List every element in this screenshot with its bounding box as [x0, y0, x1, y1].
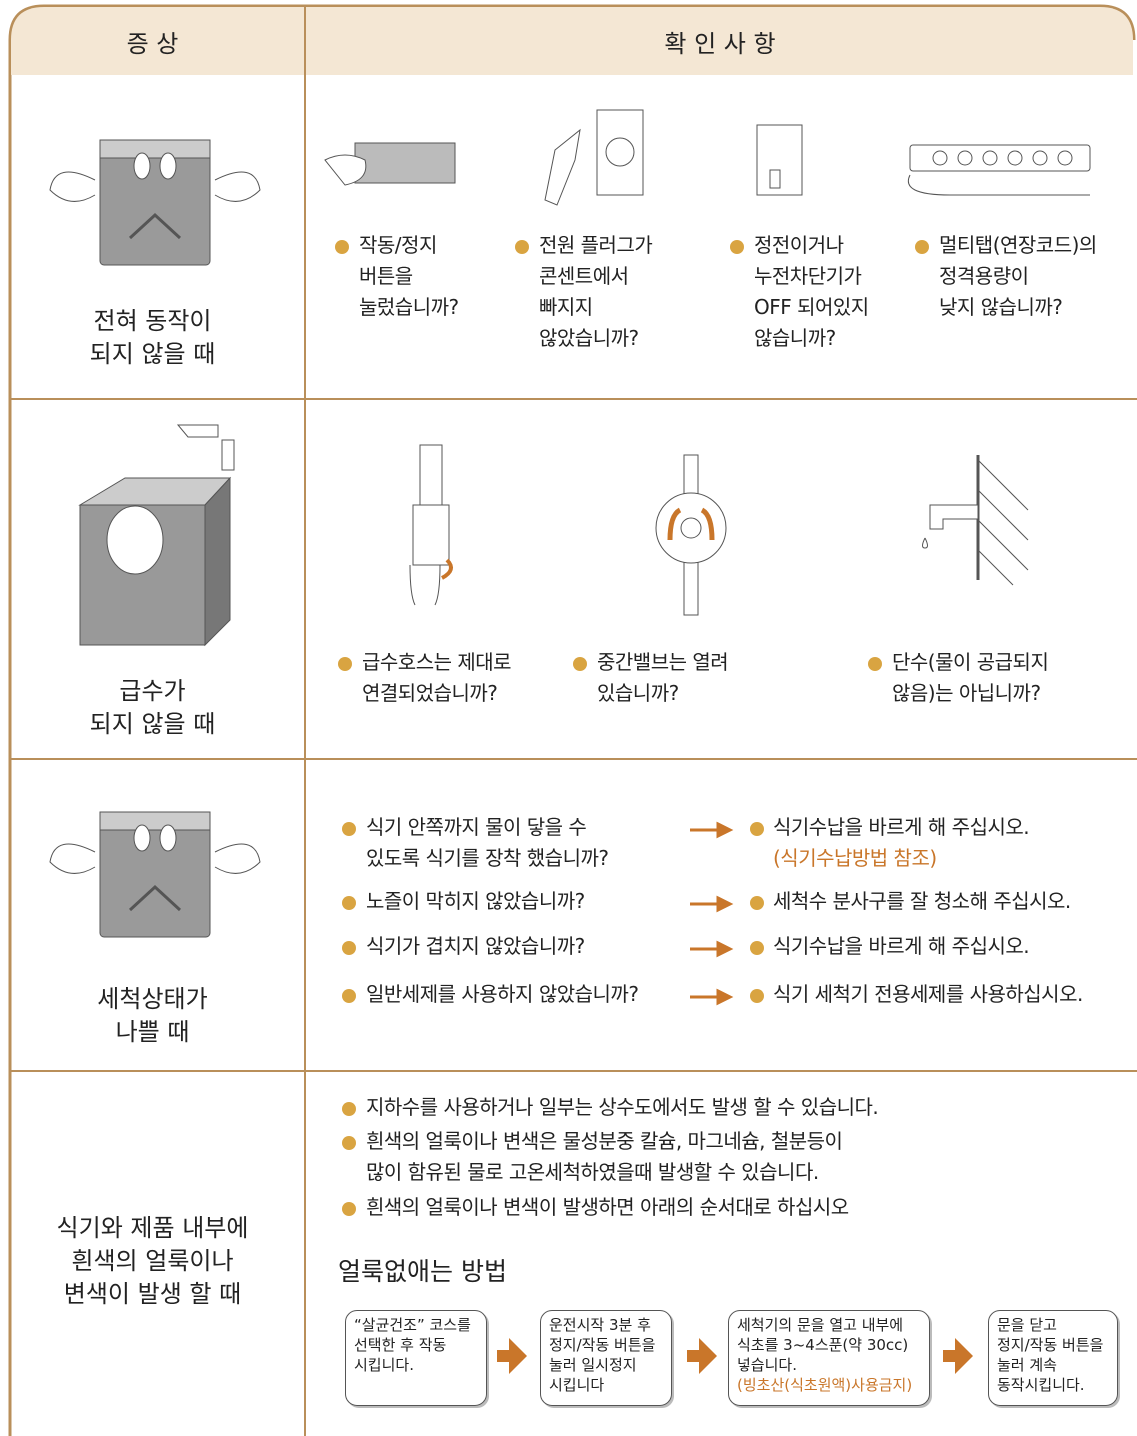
bullet: [342, 941, 356, 955]
step-text: 문을 닫고 정지/작동 버튼을 눌러 계속 동작시킵니다.: [997, 1316, 1104, 1394]
bullet: [915, 240, 929, 254]
answer: 세척수 분사구를 잘 청소해 주십시오.: [773, 889, 1071, 913]
answer: 식기수납을 바르게 해 주십시오.: [773, 815, 1030, 839]
row-divider: [10, 758, 1137, 760]
bullet: [573, 657, 587, 671]
question: 노즐이 막히지 않았습니까?: [366, 889, 585, 913]
check-text: 정전이거나 누전차단기가 OFF 되어있지 않습니까?: [754, 233, 869, 350]
step-box: 세척기의 문을 열고 내부에 식초를 3~4스푼(약 30cc) 넣습니다. (빙…: [728, 1310, 930, 1406]
bullet: [750, 822, 764, 836]
bullet: [750, 989, 764, 1003]
answer: 식기 세척기 전용세제를 사용하십시오.: [773, 982, 1083, 1006]
bullet: [338, 657, 352, 671]
symptom: 세척상태가 나쁠 때: [97, 985, 208, 1046]
answer: 식기수납을 바르게 해 주십시오.: [773, 934, 1030, 958]
bullet: [342, 1202, 356, 1216]
row-divider: [10, 398, 1137, 400]
check-text: 전원 플러그가 콘센트에서 빠지지 않았습니까?: [539, 233, 653, 350]
bullet: [335, 240, 349, 254]
step-text: 세척기의 문을 열고 내부에 식초를 3~4스푼(약 30cc) 넣습니다.: [737, 1316, 909, 1374]
bullet: [730, 240, 744, 254]
header-symptom: 증 상: [126, 30, 179, 58]
check-text: 급수호스는 제대로 연결되었습니까?: [362, 650, 512, 705]
check-text: 작동/정지 버튼을 눌렀습니까?: [359, 233, 459, 319]
symptom: 전혀 동작이 되지 않을 때: [89, 307, 216, 368]
bullet: [342, 822, 356, 836]
question: 식기 안쪽까지 물이 닿을 수 있도록 식기를 장착 했습니까?: [366, 815, 609, 870]
bullet: [515, 240, 529, 254]
bullet: [342, 896, 356, 910]
bullet: [750, 941, 764, 955]
step-box: 운전시작 3분 후 정지/작동 버튼을 눌러 일시정지 시킵니다: [540, 1310, 672, 1406]
step-warning: (빙초산(식초원액)사용금지): [737, 1376, 913, 1394]
bullet: [750, 896, 764, 910]
note-text: 흰색의 얼룩이나 변색은 물성분중 칼슘, 마그네슘, 철분등이 많이 함유된 …: [366, 1129, 843, 1184]
answer-note: (식기수납방법 참조): [773, 846, 937, 870]
question: 식기가 겹치지 않았습니까?: [366, 934, 585, 958]
check-text: 멀티탭(연장코드)의 정격용량이 낮지 않습니까?: [939, 233, 1097, 319]
check-text: 단수(물이 공급되지 않음)는 아닙니까?: [892, 650, 1049, 705]
bullet: [342, 989, 356, 1003]
row-divider: [10, 1070, 1137, 1072]
symptom: 급수가 되지 않을 때: [89, 677, 216, 738]
check-text: 중간밸브는 열려 있습니까?: [597, 650, 729, 705]
method-title: 얼룩없애는 방법: [338, 1257, 507, 1286]
step-box: “살균건조” 코스를 선택한 후 작동 시킵니다.: [345, 1310, 487, 1406]
step-text: 운전시작 3분 후 정지/작동 버튼을 눌러 일시정지 시킵니다: [549, 1316, 656, 1394]
bullet: [342, 1136, 356, 1150]
symptom: 식기와 제품 내부에 흰색의 얼룩이나 변색이 발생 할 때: [56, 1214, 249, 1308]
note-text: 지하수를 사용하거나 일부는 상수도에서도 발생 할 수 있습니다.: [366, 1095, 879, 1119]
note-text: 흰색의 얼룩이나 변색이 발생하면 아래의 순서대로 하십시오: [366, 1195, 849, 1219]
step-box: 문을 닫고 정지/작동 버튼을 눌러 계속 동작시킵니다.: [988, 1310, 1118, 1406]
bullet: [342, 1102, 356, 1116]
step-text: “살균건조” 코스를 선택한 후 작동 시킵니다.: [354, 1316, 471, 1374]
bullet: [868, 657, 882, 671]
question: 일반세제를 사용하지 않았습니까?: [366, 982, 639, 1006]
header-check: 확 인 사 항: [664, 30, 776, 58]
